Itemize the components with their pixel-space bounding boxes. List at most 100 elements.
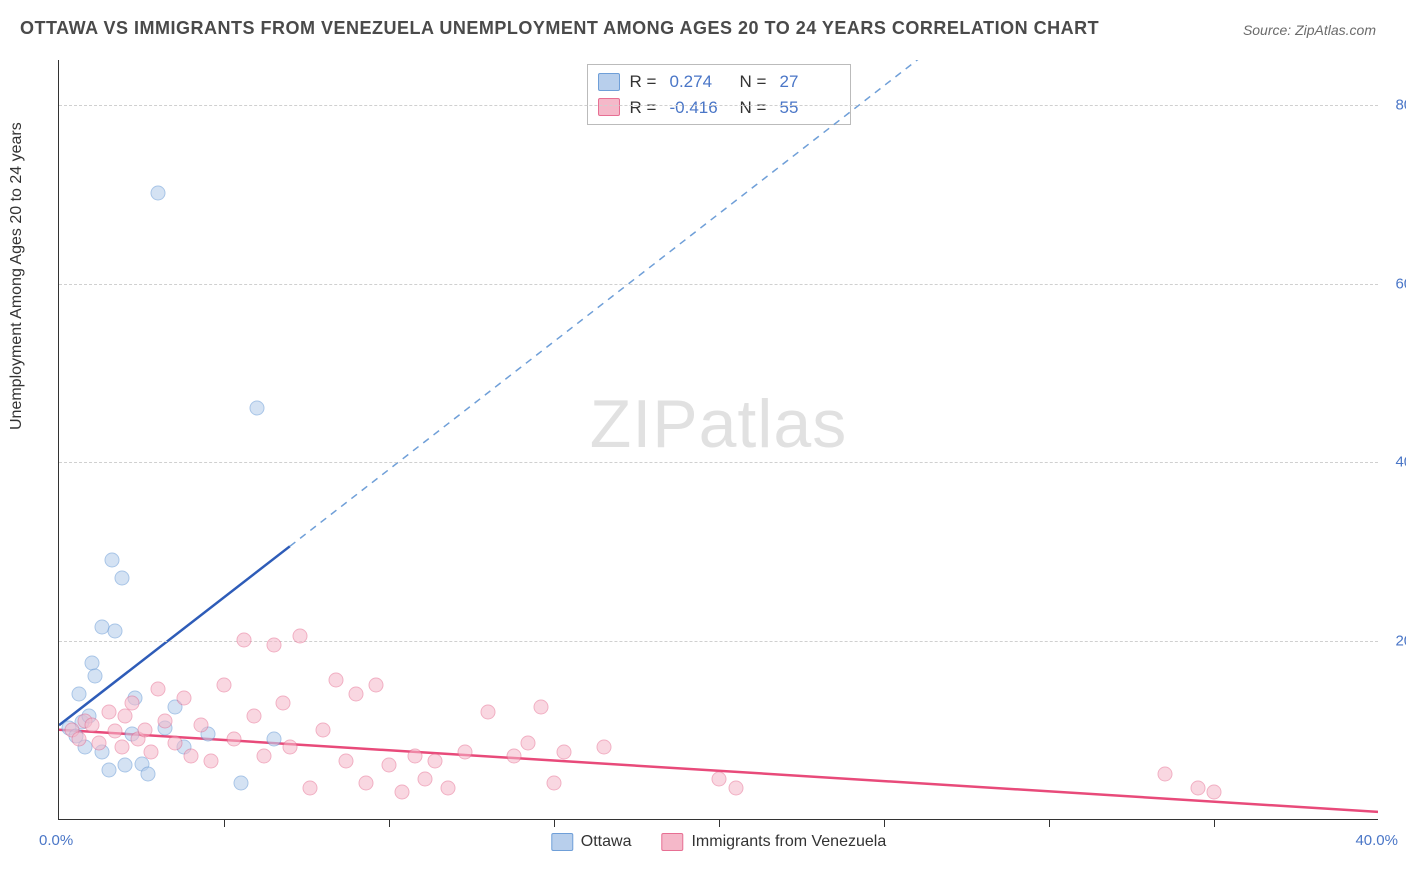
- data-point: [1157, 767, 1172, 782]
- data-point: [441, 780, 456, 795]
- data-point: [141, 767, 156, 782]
- data-point: [101, 762, 116, 777]
- x-axis-min-label: 0.0%: [39, 832, 73, 849]
- y-tick-label: 80.0%: [1383, 96, 1406, 113]
- data-point: [137, 722, 152, 737]
- watermark: ZIPatlas: [590, 385, 847, 463]
- series-legend: OttawaImmigrants from Venezuela: [551, 833, 886, 851]
- data-point: [118, 758, 133, 773]
- correlation-legend: R =0.274N =27R =-0.416N =55: [587, 64, 851, 125]
- legend-swatch: [598, 98, 620, 116]
- data-point: [712, 771, 727, 786]
- x-tick: [554, 819, 555, 827]
- watermark-zip: ZIP: [590, 386, 699, 462]
- data-point: [226, 731, 241, 746]
- r-value: 0.274: [670, 69, 730, 95]
- data-point: [167, 736, 182, 751]
- gridline-h: [59, 462, 1378, 463]
- r-value: -0.416: [670, 95, 730, 121]
- data-point: [339, 753, 354, 768]
- data-point: [233, 776, 248, 791]
- data-point: [520, 736, 535, 751]
- r-label: R =: [630, 69, 660, 95]
- x-tick: [224, 819, 225, 827]
- data-point: [418, 771, 433, 786]
- data-point: [408, 749, 423, 764]
- data-point: [108, 624, 123, 639]
- data-point: [184, 749, 199, 764]
- data-point: [556, 744, 571, 759]
- data-point: [283, 740, 298, 755]
- n-value: 27: [780, 69, 840, 95]
- data-point: [507, 749, 522, 764]
- x-tick: [1214, 819, 1215, 827]
- data-point: [203, 753, 218, 768]
- y-tick-label: 40.0%: [1383, 454, 1406, 471]
- data-point: [101, 704, 116, 719]
- data-point: [104, 552, 119, 567]
- data-point: [349, 686, 364, 701]
- legend-row: R =-0.416N =55: [598, 95, 840, 121]
- data-point: [118, 709, 133, 724]
- n-label: N =: [740, 95, 770, 121]
- data-point: [124, 695, 139, 710]
- data-point: [547, 776, 562, 791]
- trend-lines: [59, 60, 1378, 819]
- data-point: [395, 785, 410, 800]
- data-point: [236, 633, 251, 648]
- data-point: [302, 780, 317, 795]
- data-point: [85, 718, 100, 733]
- data-point: [151, 682, 166, 697]
- legend-label: Ottawa: [581, 833, 632, 851]
- x-axis-max-label: 40.0%: [1355, 832, 1398, 849]
- watermark-atlas: atlas: [699, 386, 848, 462]
- data-point: [728, 780, 743, 795]
- data-point: [91, 736, 106, 751]
- x-tick: [389, 819, 390, 827]
- data-point: [457, 744, 472, 759]
- data-point: [256, 749, 271, 764]
- data-point: [157, 713, 172, 728]
- data-point: [217, 677, 232, 692]
- data-point: [177, 691, 192, 706]
- y-tick-label: 20.0%: [1383, 633, 1406, 650]
- data-point: [144, 744, 159, 759]
- legend-item: Ottawa: [551, 833, 632, 851]
- source-attribution: Source: ZipAtlas.com: [1243, 22, 1376, 38]
- gridline-h: [59, 105, 1378, 106]
- x-tick: [1049, 819, 1050, 827]
- data-point: [71, 686, 86, 701]
- data-point: [382, 758, 397, 773]
- data-point: [266, 731, 281, 746]
- data-point: [596, 740, 611, 755]
- data-point: [108, 724, 123, 739]
- plot-area: ZIPatlas R =0.274N =27R =-0.416N =55 0.0…: [58, 60, 1378, 820]
- r-label: R =: [630, 95, 660, 121]
- data-point: [151, 186, 166, 201]
- data-point: [481, 704, 496, 719]
- data-point: [71, 731, 86, 746]
- data-point: [266, 637, 281, 652]
- data-point: [114, 570, 129, 585]
- data-point: [1190, 780, 1205, 795]
- chart-title: OTTAWA VS IMMIGRANTS FROM VENEZUELA UNEM…: [20, 18, 1099, 39]
- y-tick-label: 60.0%: [1383, 275, 1406, 292]
- data-point: [88, 668, 103, 683]
- legend-swatch: [551, 833, 573, 851]
- data-point: [533, 700, 548, 715]
- legend-swatch: [661, 833, 683, 851]
- data-point: [250, 400, 265, 415]
- data-point: [1207, 785, 1222, 800]
- data-point: [114, 740, 129, 755]
- data-point: [358, 776, 373, 791]
- n-label: N =: [740, 69, 770, 95]
- y-axis-label: Unemployment Among Ages 20 to 24 years: [8, 122, 26, 430]
- gridline-h: [59, 641, 1378, 642]
- x-tick: [719, 819, 720, 827]
- x-tick: [884, 819, 885, 827]
- data-point: [246, 709, 261, 724]
- data-point: [329, 673, 344, 688]
- data-point: [428, 753, 443, 768]
- data-point: [193, 718, 208, 733]
- data-point: [276, 695, 291, 710]
